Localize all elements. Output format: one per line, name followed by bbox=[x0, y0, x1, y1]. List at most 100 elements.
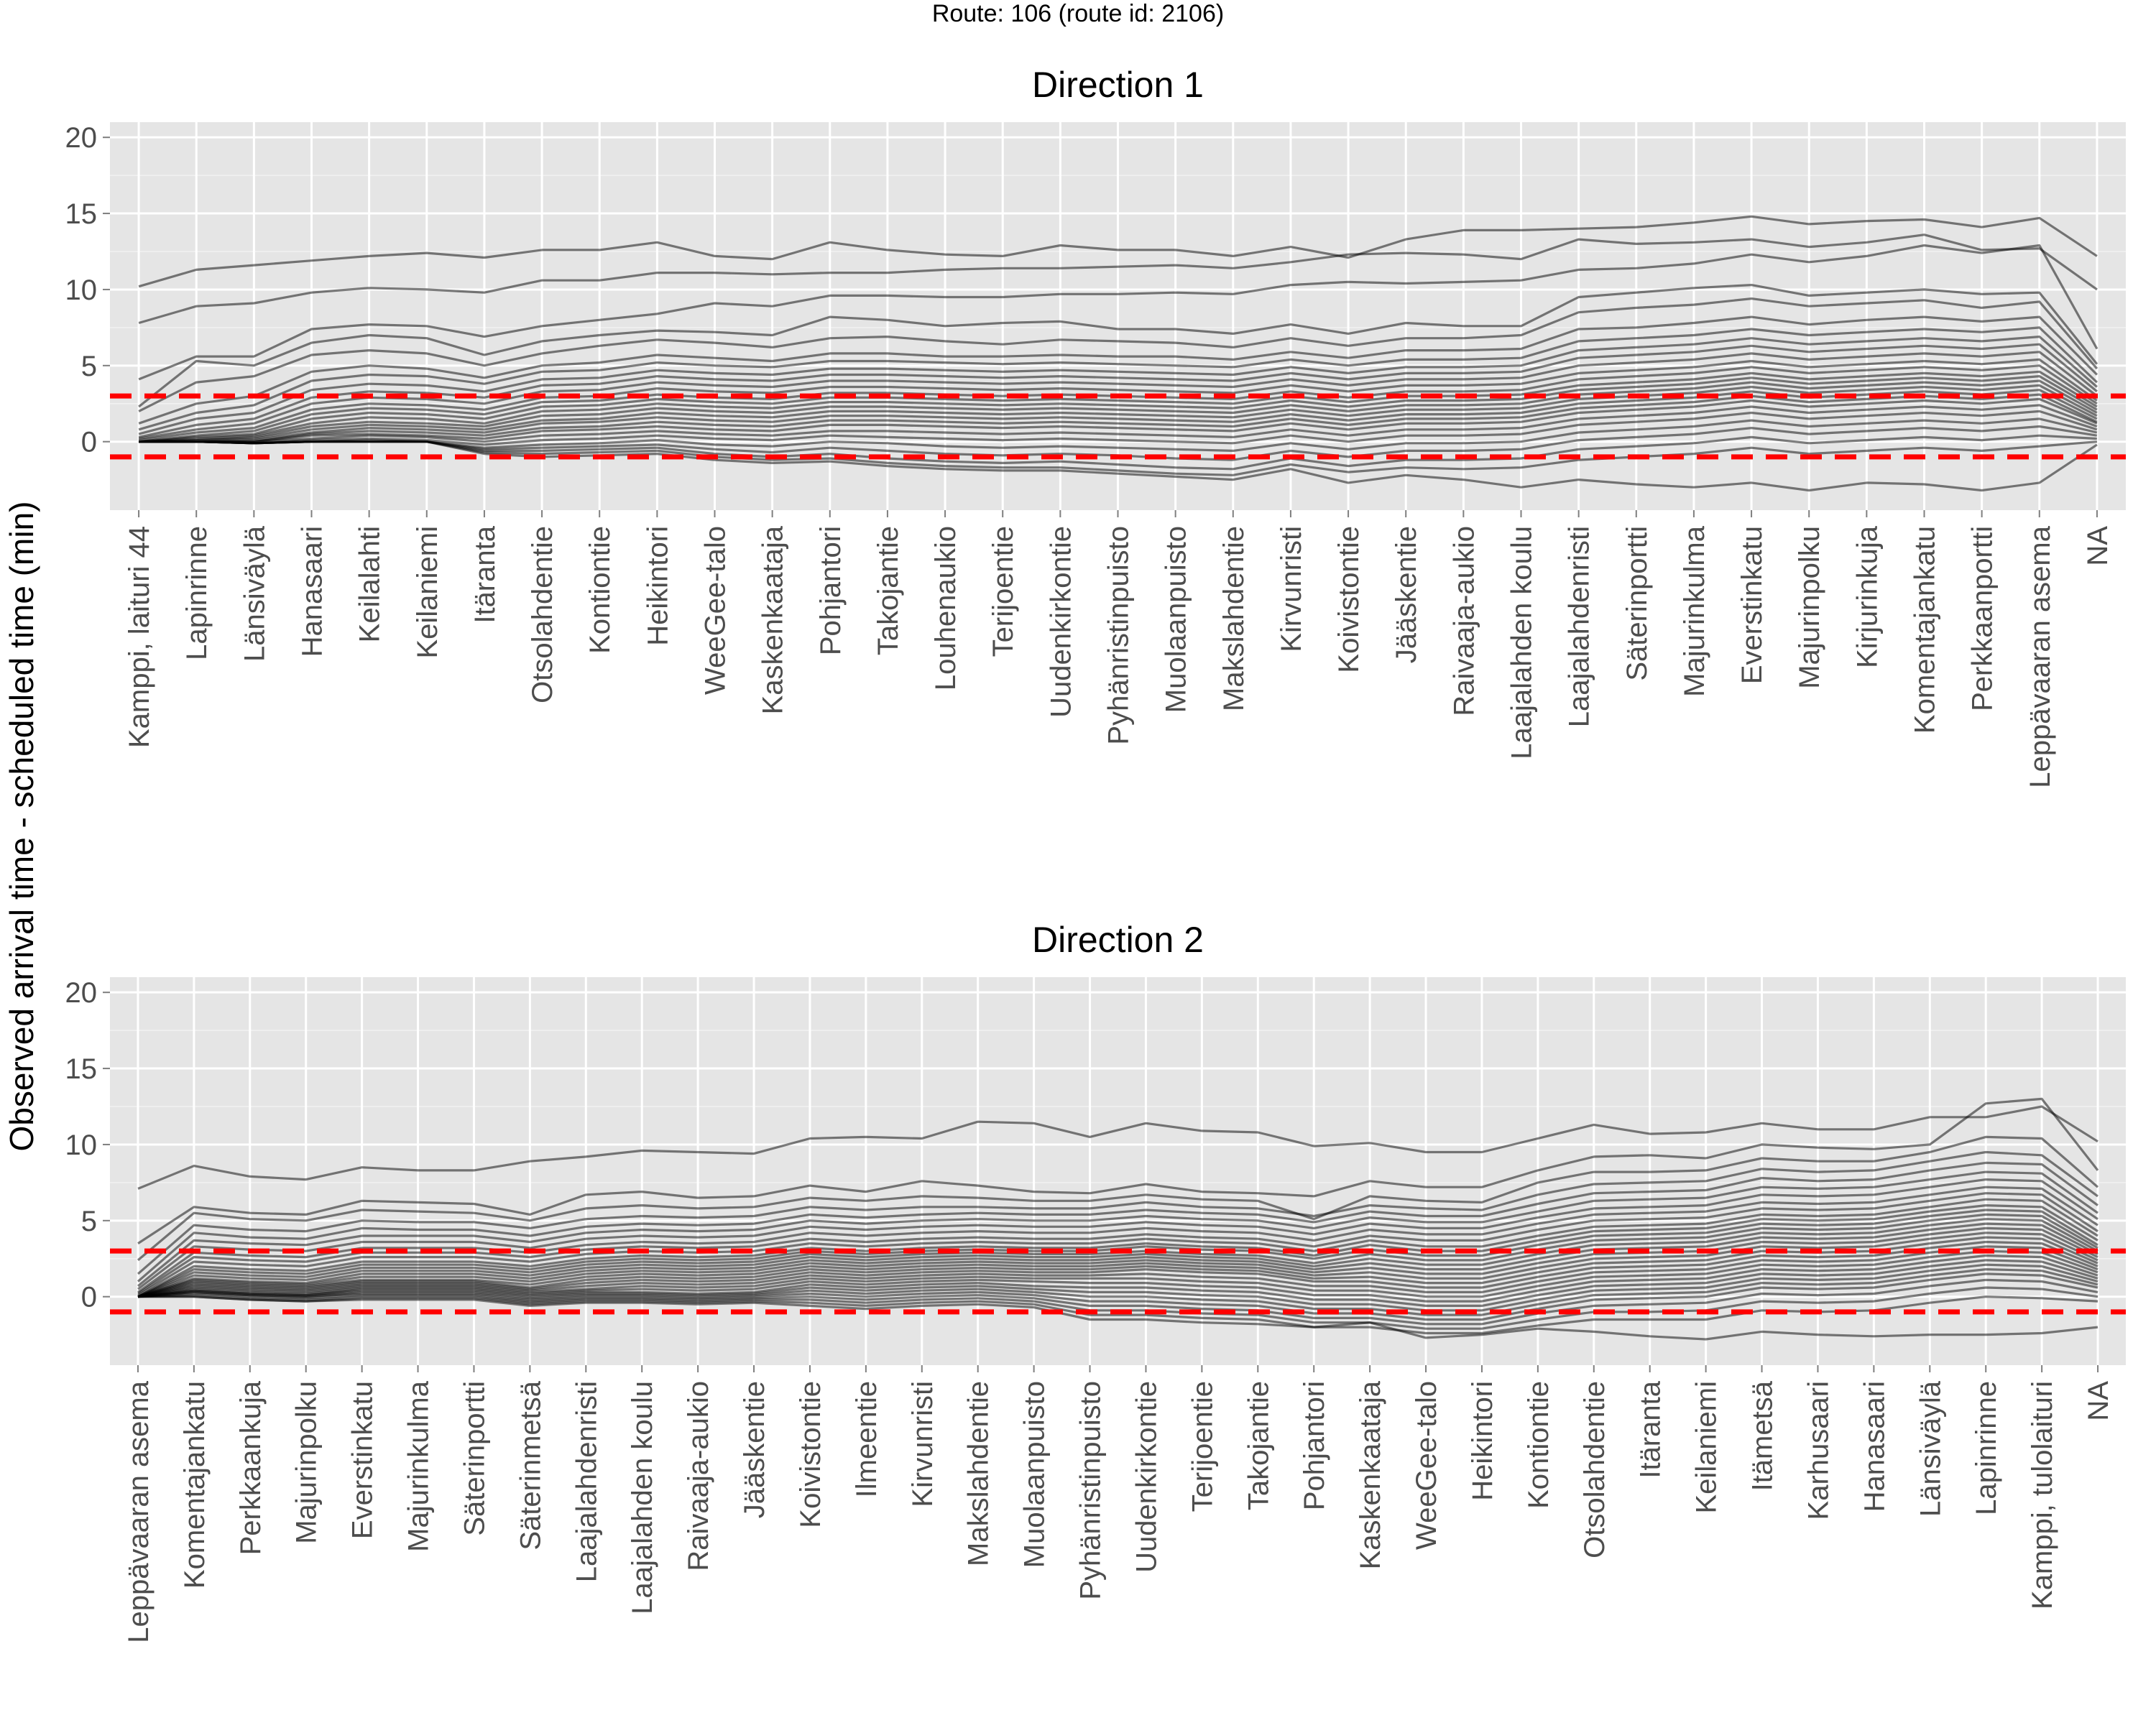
x-tick-label: Heikintori bbox=[642, 526, 673, 646]
series-line bbox=[137, 1249, 2099, 1298]
series-line bbox=[137, 1232, 2099, 1298]
series-line bbox=[139, 397, 2098, 443]
y-tick-label: 20 bbox=[65, 977, 98, 1009]
series-line bbox=[139, 384, 2098, 443]
x-tick-label: Perkkaankuja bbox=[235, 1380, 267, 1555]
x-tick-label: NA bbox=[2082, 526, 2114, 566]
x-tick-label: Makslahdentie bbox=[1218, 526, 1250, 711]
x-tick-label: Lapinrinne bbox=[1971, 1381, 2002, 1515]
series-line bbox=[138, 351, 2098, 440]
x-tick-label: Pohjantori bbox=[1299, 1381, 1330, 1510]
x-tick-label: Säterinportti bbox=[459, 1381, 490, 1536]
y-tick-label: 10 bbox=[65, 1129, 98, 1161]
x-tick-label: Säterinportti bbox=[1621, 526, 1653, 681]
x-tick-label: Keilalahti bbox=[354, 526, 386, 642]
x-tick-label: Majurinpolku bbox=[291, 1381, 323, 1544]
series-line bbox=[137, 1245, 2099, 1298]
series-line bbox=[138, 336, 2098, 435]
x-tick-label: Raivaaja-aukio bbox=[1448, 526, 1480, 716]
x-tick-label: Louhenaukio bbox=[930, 526, 962, 690]
x-tick-label: Uudenkirkontie bbox=[1045, 526, 1077, 718]
x-tick-label: Terijoentie bbox=[987, 526, 1019, 657]
x-tick-label: Kirvunristi bbox=[1276, 526, 1307, 652]
x-tick-label: Takojantie bbox=[1243, 1381, 1274, 1510]
series-line bbox=[137, 1178, 2099, 1290]
x-tick-label: Laajalahden koulu bbox=[627, 1381, 658, 1614]
x-tick-label: Kaskenkaataja bbox=[757, 525, 789, 714]
x-tick-label: Everstinkatu bbox=[1736, 526, 1768, 684]
x-tick-label: Takojantie bbox=[872, 526, 904, 655]
series-line bbox=[139, 389, 2098, 443]
x-tick-label: Pohjantori bbox=[815, 526, 847, 655]
x-tick-label: Heikintori bbox=[1467, 1381, 1498, 1501]
series-line bbox=[138, 244, 2099, 381]
x-tick-label: Kaskenkaataja bbox=[1355, 1380, 1386, 1569]
series-line bbox=[138, 370, 2098, 443]
x-tick-label: Makslahdentie bbox=[963, 1381, 995, 1566]
series-line bbox=[139, 379, 2098, 443]
x-tick-label: Laajalahdenristi bbox=[1564, 526, 1595, 727]
y-tick-label: 0 bbox=[81, 427, 97, 458]
series-line bbox=[137, 1186, 2099, 1293]
y-tick-label: 0 bbox=[81, 1282, 97, 1313]
x-tick-label: Pyhänristinpuisto bbox=[1075, 1381, 1107, 1600]
x-tick-label: Laajalahdenristi bbox=[571, 1381, 602, 1582]
x-tick-label: Keilaniemi bbox=[1691, 1381, 1723, 1514]
series-line bbox=[137, 1226, 2099, 1298]
series-line bbox=[137, 1105, 2099, 1190]
x-tick-label: Itäranta bbox=[1635, 1380, 1667, 1478]
series-line bbox=[137, 1170, 2099, 1288]
y-axis-label: Observed arrival time - scheduled time (… bbox=[3, 501, 40, 1152]
series-line bbox=[137, 1272, 2099, 1321]
panel-title: Direction 2 bbox=[1032, 920, 1204, 960]
x-tick-label: Kontiontie bbox=[584, 526, 616, 654]
x-tick-label: Hanasaari bbox=[1858, 1381, 1890, 1512]
series-line bbox=[138, 297, 2099, 412]
series-line bbox=[138, 358, 2098, 442]
series-line bbox=[137, 1267, 2099, 1316]
series-line bbox=[137, 1198, 2099, 1296]
series-line bbox=[137, 1135, 2099, 1262]
x-tick-label: Pyhänristinpuisto bbox=[1103, 526, 1135, 745]
x-tick-label: Uudenkirkontie bbox=[1130, 1381, 1162, 1573]
panel-title: Direction 1 bbox=[1032, 65, 1204, 105]
y-tick-label: 15 bbox=[65, 1053, 98, 1085]
x-tick-label: Koivistontie bbox=[1333, 526, 1365, 673]
x-tick-label: Perkkaanportti bbox=[1967, 526, 1999, 711]
series-line bbox=[137, 1097, 2099, 1244]
x-tick-label: Majurinpolku bbox=[1794, 526, 1825, 689]
x-tick-label: WeeGee-talo bbox=[700, 526, 732, 695]
x-tick-label: Lapinrinne bbox=[181, 526, 213, 660]
series-line bbox=[138, 1295, 2099, 1341]
x-tick-label: Kontiontie bbox=[1523, 1381, 1554, 1509]
x-tick-label: Terijoentie bbox=[1187, 1381, 1218, 1512]
x-tick-label: Itämetsä bbox=[1747, 1380, 1779, 1491]
x-tick-label: Itäranta bbox=[469, 525, 501, 623]
x-tick-label: Muolaanpuisto bbox=[1019, 1381, 1051, 1568]
x-tick-label: Kirjurinkuja bbox=[1851, 525, 1883, 668]
x-tick-label: WeeGee-talo bbox=[1411, 1381, 1442, 1550]
series-line bbox=[137, 1203, 2099, 1298]
y-tick-label: 10 bbox=[65, 274, 98, 306]
x-tick-label: Laajalahden koulu bbox=[1506, 526, 1538, 759]
series-line bbox=[137, 1150, 2099, 1275]
x-tick-label: Kamppi, laituri 44 bbox=[124, 526, 155, 748]
series-line bbox=[138, 234, 2098, 325]
x-tick-label: Majurinkulma bbox=[1679, 525, 1710, 697]
x-tick-label: Majurinkulma bbox=[403, 1380, 435, 1552]
figure-title: Route: 106 (route id: 2106) bbox=[931, 0, 1225, 27]
x-tick-label: Komentajankatu bbox=[179, 1381, 211, 1589]
x-tick-label: Kamppi, tulolaituri bbox=[2027, 1381, 2058, 1609]
panel-direction-2: Direction 2 0 5 10 15 20 Leppävaaran asema Kome… bbox=[65, 920, 2126, 1643]
series-line bbox=[139, 374, 2098, 443]
series-line bbox=[138, 284, 2099, 408]
series-line bbox=[137, 1278, 2099, 1326]
y-tick-label: 15 bbox=[65, 198, 98, 230]
series-line bbox=[139, 440, 2098, 492]
series-line bbox=[137, 1222, 2099, 1298]
panel-direction-1: Direction 1 0 5 10 15 20 Kamppi, laituri 44 Lap… bbox=[65, 65, 2126, 788]
y-tick-label: 20 bbox=[65, 122, 98, 154]
x-tick-label: Komentajankatu bbox=[1909, 526, 1941, 734]
x-tick-label: Muolaanpuisto bbox=[1161, 526, 1192, 713]
